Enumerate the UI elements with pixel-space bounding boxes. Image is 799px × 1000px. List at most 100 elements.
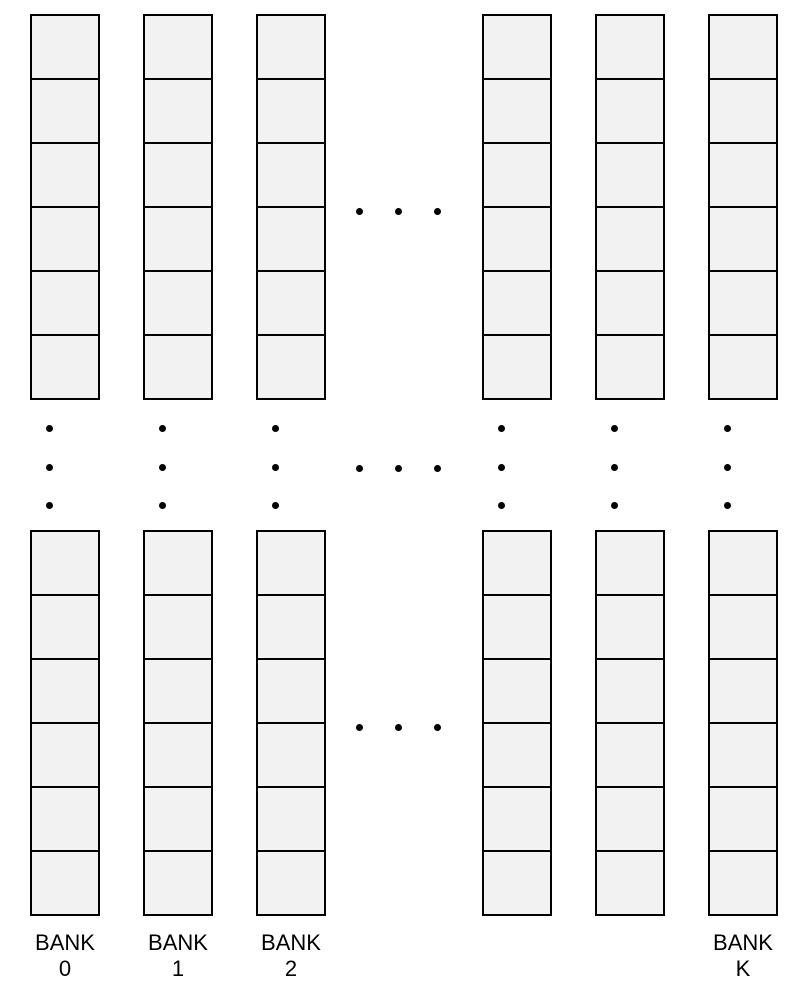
memory-cell [30,78,100,144]
vertical-ellipsis [724,425,731,509]
bank-column [595,14,665,398]
memory-cell [256,206,326,272]
dot-icon [272,502,279,509]
dot-icon [724,502,731,509]
horizontal-ellipsis [356,208,441,215]
dot-icon [498,502,505,509]
memory-cell [256,142,326,208]
bank-label: BANK 0 [30,930,100,983]
dot-icon [159,502,166,509]
memory-cell [256,14,326,80]
memory-cell [708,142,778,208]
dot-icon [724,464,731,471]
dot-icon [611,425,618,432]
horizontal-ellipsis [356,465,441,472]
bank-column [30,530,100,914]
dot-icon [395,465,402,472]
memory-cell [595,142,665,208]
bank-column [708,14,778,398]
bank-column [256,14,326,398]
memory-cell [595,334,665,400]
vertical-ellipsis [272,425,279,509]
memory-cell [708,658,778,724]
memory-cell [482,142,552,208]
memory-cell [708,594,778,660]
memory-cell [708,206,778,272]
memory-cell [143,658,213,724]
memory-cell [482,722,552,788]
bank-label: BANK 2 [256,930,326,983]
vertical-ellipsis [611,425,618,509]
memory-cell [256,334,326,400]
bank-column [30,14,100,398]
memory-cell [256,722,326,788]
memory-cell [708,334,778,400]
memory-cell [256,658,326,724]
memory-cell [708,14,778,80]
dot-icon [434,724,441,731]
memory-cell [30,142,100,208]
vertical-ellipsis [159,425,166,509]
memory-cell [30,334,100,400]
dot-icon [46,502,53,509]
memory-cell [256,78,326,144]
memory-cell [30,14,100,80]
dot-icon [272,464,279,471]
memory-cell [143,530,213,596]
memory-cell [708,78,778,144]
vertical-ellipsis [46,425,53,509]
memory-cell [30,530,100,596]
horizontal-ellipsis [356,724,441,731]
memory-cell [595,594,665,660]
memory-cell [30,722,100,788]
memory-cell [30,594,100,660]
memory-cell [143,206,213,272]
bank-column [595,530,665,914]
memory-cell [595,270,665,336]
memory-cell [143,334,213,400]
bank-column [482,530,552,914]
dot-icon [356,465,363,472]
memory-cell [143,850,213,916]
memory-cell [30,206,100,272]
memory-cell [256,850,326,916]
memory-cell [482,786,552,852]
dot-icon [395,724,402,731]
memory-cell [482,334,552,400]
dot-icon [611,464,618,471]
memory-cell [482,270,552,336]
memory-cell [708,530,778,596]
dot-icon [498,464,505,471]
memory-cell [256,270,326,336]
memory-cell [482,78,552,144]
dot-icon [356,208,363,215]
memory-cell [708,786,778,852]
dot-icon [434,208,441,215]
bank-label: BANK K [708,930,778,983]
memory-cell [30,850,100,916]
dot-icon [395,208,402,215]
memory-cell [595,14,665,80]
memory-cell [708,270,778,336]
memory-cell [256,786,326,852]
memory-cell [595,786,665,852]
bank-column [143,530,213,914]
dot-icon [434,465,441,472]
memory-cell [708,850,778,916]
bank-column [256,530,326,914]
dot-icon [46,425,53,432]
memory-cell [143,594,213,660]
memory-cell [595,850,665,916]
memory-cell [30,658,100,724]
memory-cell [595,78,665,144]
bank-column [708,530,778,914]
memory-cell [30,270,100,336]
memory-cell [143,786,213,852]
bank-column [143,14,213,398]
memory-cell [595,722,665,788]
memory-cell [482,594,552,660]
memory-cell [482,14,552,80]
dot-icon [272,425,279,432]
vertical-ellipsis [498,425,505,509]
memory-cell [595,530,665,596]
